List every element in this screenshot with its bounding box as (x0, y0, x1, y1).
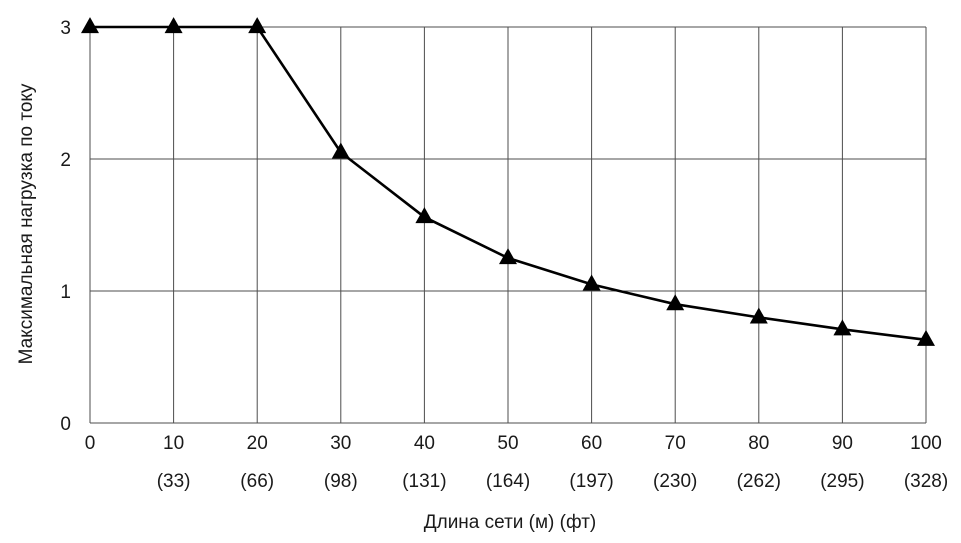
data-point-marker (833, 319, 852, 336)
data-point-marker (164, 17, 183, 34)
data-point-marker (499, 248, 517, 265)
x-tick-sublabel: (230) (653, 471, 697, 492)
x-tick-sublabel: (295) (820, 471, 864, 492)
data-point-marker (666, 294, 685, 311)
x-tick-label: 10 (163, 433, 184, 454)
data-point-marker (917, 329, 935, 346)
x-tick-label: 60 (581, 433, 602, 454)
x-tick-sublabel: (197) (569, 471, 613, 492)
x-tick-label: 40 (414, 433, 435, 454)
x-tick-sublabel: (131) (402, 471, 446, 492)
series (81, 17, 935, 346)
y-tick-label: 3 (60, 18, 71, 39)
x-tick-label: 100 (910, 433, 942, 454)
x-tick-label: 90 (832, 433, 853, 454)
data-point-marker (582, 274, 601, 291)
x-tick-label: 70 (665, 433, 686, 454)
y-tick-label: 2 (60, 150, 71, 171)
x-tick-sublabel: (164) (486, 471, 530, 492)
y-tick-label: 1 (60, 282, 71, 303)
x-tick-sublabel: (262) (737, 471, 781, 492)
x-tick-sublabel: (98) (324, 471, 358, 492)
x-tick-sublabel: (33) (157, 471, 191, 492)
x-tick-label: 0 (85, 433, 96, 454)
x-tick-sublabel: (328) (904, 471, 948, 492)
tick-labels: 0 10(33)20(66)30(98)40(131)50(164)60(197)… (60, 18, 948, 492)
data-point-marker (749, 307, 768, 324)
x-tick-label: 20 (247, 433, 268, 454)
x-tick-label: 50 (497, 433, 518, 454)
data-point-marker (81, 17, 99, 34)
data-point-marker (331, 142, 350, 159)
y-axis-label: Максимальная нагрузка по току (16, 83, 37, 364)
x-tick-label: 80 (748, 433, 769, 454)
y-tick-label: 0 (60, 414, 71, 435)
data-point-marker (415, 207, 434, 224)
x-tick-sublabel: (66) (240, 471, 274, 492)
grid (89, 26, 927, 424)
x-tick-label: 30 (330, 433, 351, 454)
data-point-marker (248, 17, 267, 34)
x-axis-label: Длина сети (м) (фт) (424, 512, 597, 533)
